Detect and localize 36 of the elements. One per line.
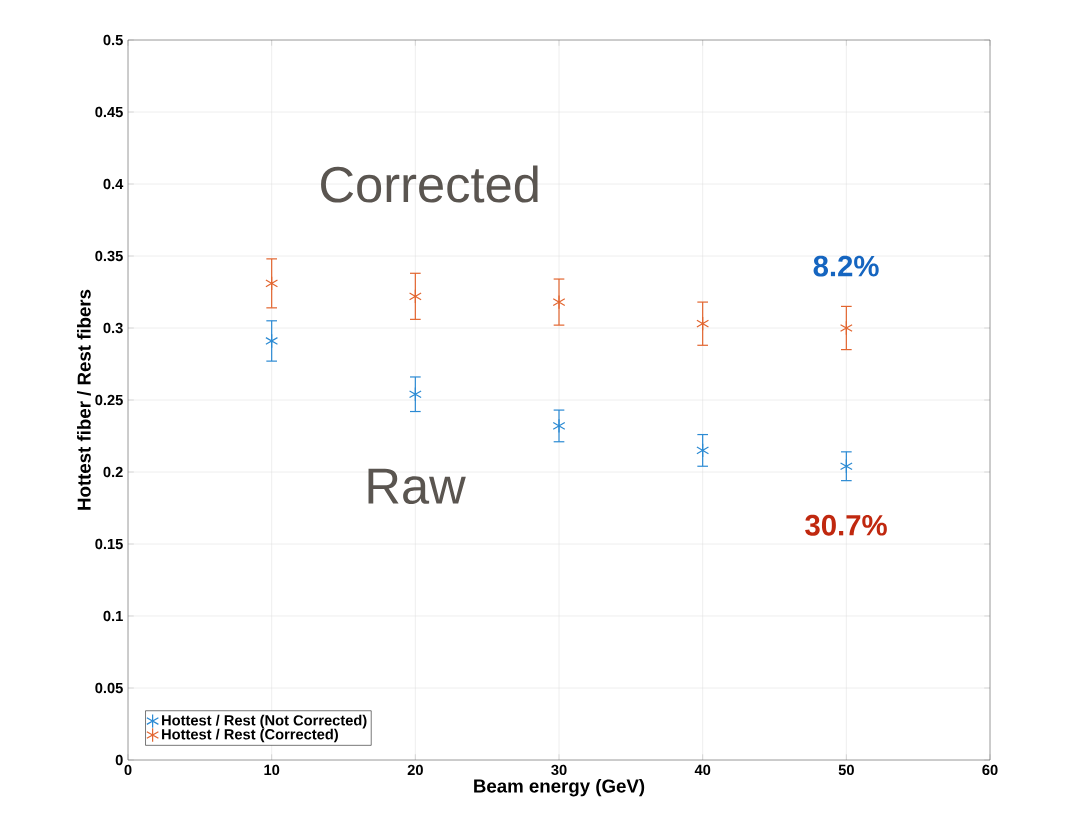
y-tick-label: 0.4 xyxy=(103,178,124,190)
annotation: Corrected xyxy=(321,165,538,203)
point xyxy=(408,289,422,304)
point xyxy=(696,316,710,331)
y-tick-label: 0.1 xyxy=(103,610,123,622)
legend-label: Hottest / Rest (Not Corrected) xyxy=(162,714,367,729)
point xyxy=(265,276,279,291)
y-tick-label: 0 xyxy=(115,754,123,766)
point xyxy=(408,386,422,402)
point xyxy=(696,443,710,458)
y-axis-title: Hottest fiber / Rest fibers xyxy=(77,289,91,510)
x-axis-title: Beam energy (GeV) xyxy=(474,778,645,797)
point xyxy=(839,458,853,474)
annotation: 30.7% xyxy=(805,514,887,536)
x-tick-label: 50 xyxy=(838,764,854,776)
y-tick-label: 0.45 xyxy=(95,106,123,118)
annotation: Raw xyxy=(368,468,466,505)
x-tick-label: 30 xyxy=(551,764,567,776)
annotation: 8.2% xyxy=(813,255,879,277)
y-tick-label: 0.15 xyxy=(95,538,123,550)
point xyxy=(839,320,853,336)
y-tick-label: 0.5 xyxy=(103,34,123,46)
legend-label: Hottest / Rest (Corrected) xyxy=(162,728,338,743)
x-tick-label: 10 xyxy=(264,764,280,776)
x-tick-label: 40 xyxy=(694,764,711,776)
y-tick-label: 0.05 xyxy=(95,682,123,694)
y-tick-label: 0.25 xyxy=(95,394,123,406)
y-tick-label: 0.2 xyxy=(103,466,123,478)
point xyxy=(265,333,279,349)
point xyxy=(552,294,566,310)
x-tick-label: 0 xyxy=(124,764,132,776)
point xyxy=(552,418,566,434)
y-tick-label: 0.3 xyxy=(103,322,123,334)
y-tick-label: 0.35 xyxy=(95,250,123,262)
x-tick-label: 60 xyxy=(982,764,998,776)
x-tick-label: 20 xyxy=(407,764,423,776)
